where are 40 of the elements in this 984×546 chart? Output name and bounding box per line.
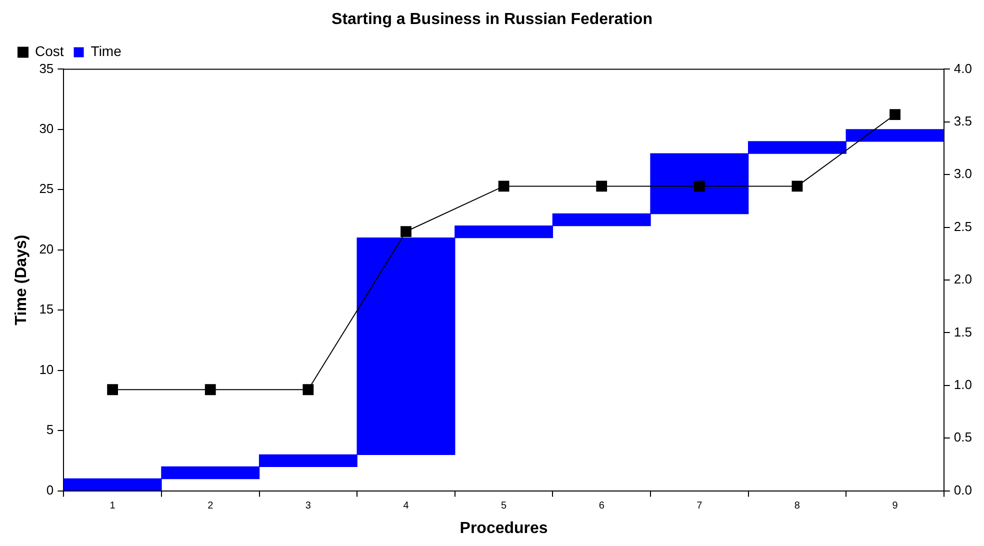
y2-tick-label: 1.5 [954,324,972,340]
x-tick-label: 4 [403,500,410,512]
point [890,109,900,120]
y2-tick-label: 4.0 [954,60,972,76]
point [498,180,510,192]
x-tick-label: 1 [110,500,116,512]
point [792,180,803,192]
y-tick-label: 10 [39,362,54,377]
y-tick-label: 15 [39,302,54,317]
y2-tick-label: 0.0 [954,482,972,498]
legend-label: Cost [35,43,64,60]
point [694,180,705,192]
y-tick-label: 30 [39,121,54,136]
x-tick-label: 3 [305,500,312,512]
point [204,384,216,396]
x-tick-label: 5 [501,500,508,512]
x-tick-label: 7 [696,500,703,512]
y2-tick-label: 3.0 [954,166,972,182]
x-tick-label: 2 [208,500,214,512]
x-tick-label: 9 [892,500,898,512]
chart-title: Starting a Business in Russian Federation [332,11,652,28]
x-tick-label: 6 [598,500,605,512]
legend-label: Time [90,43,122,60]
y-tick-label: 20 [39,241,54,256]
y2-tick-label: 1.0 [954,376,972,392]
y2-tick-label: 2.5 [954,218,972,234]
x-tick-label: 8 [794,500,800,512]
y2-tick-label: 2.0 [954,272,972,287]
y2-tick-label: 0.5 [954,430,972,445]
y-tick-label: 0 [46,482,54,498]
y-tick-label: 5 [46,422,54,438]
point [107,384,118,396]
y2-tick-label: 3.5 [954,113,972,128]
point [302,384,314,396]
x-axis-title: Procedures [460,520,548,537]
y-axis-title: Time (Days) [13,234,30,326]
point [400,226,412,237]
point [596,180,608,192]
y-tick-label: 25 [39,181,54,196]
y-tick-label: 35 [39,60,54,76]
